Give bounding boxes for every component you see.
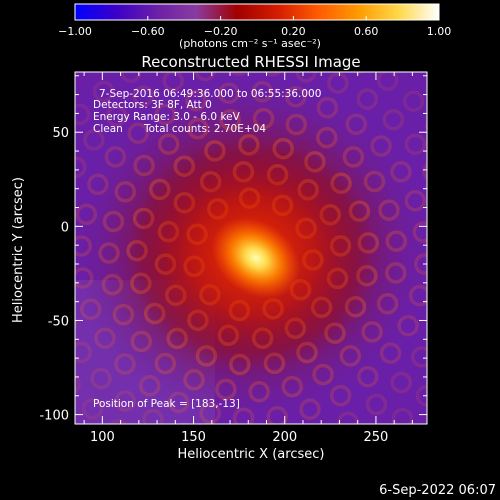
colorbar-tick-label: 0.20 (281, 25, 306, 38)
colorbar-unit-label: (photons cm⁻² s⁻¹ asec⁻²) (179, 37, 321, 50)
peak-position-annotation: Position of Peak = [183,-13] (93, 398, 240, 410)
x-axis-label: Heliocentric X (arcsec) (178, 447, 325, 462)
colorbar-ticks: −1.00 −0.60 −0.20 0.20 0.60 1.00 (58, 16, 451, 38)
energy-annotation: Energy Range: 3.0 - 6.0 keV (93, 111, 241, 123)
footer-timestamp: 6-Sep-2022 06:07 (379, 483, 496, 498)
axis-ticks: 100 150 200 250 50 0 -50 -100 (39, 72, 427, 445)
colorbar-tick-label: −1.00 (58, 25, 92, 38)
x-tick-label: 100 (90, 430, 115, 445)
y-tick-label: 50 (52, 126, 69, 141)
clean-annotation: Clean (93, 123, 123, 135)
y-tick-label: 0 (61, 220, 69, 235)
y-tick-label: -50 (48, 314, 69, 329)
x-tick-label: 200 (272, 430, 297, 445)
plot-frame (74, 71, 428, 425)
flare-source (211, 217, 301, 299)
x-tick-label: 150 (181, 430, 206, 445)
colorbar-tick-label: −0.60 (131, 25, 165, 38)
colorbar-tick-label: 0.60 (354, 25, 379, 38)
colorbar-tick-label: 1.00 (427, 25, 452, 38)
colorbar (74, 3, 440, 21)
y-axis-label: Heliocentric Y (arcsec) (11, 177, 26, 323)
x-tick-label: 250 (364, 430, 389, 445)
total-counts-annotation: Total counts: 2.70E+04 (143, 123, 266, 135)
time-range-annotation: 7-Sep-2016 06:49:36.000 to 06:55:36.000 (99, 88, 321, 100)
chart-title: Reconstructed RHESSI Image (141, 53, 360, 71)
y-tick-label: -100 (39, 409, 69, 424)
detectors-annotation: Detectors: 3F 8F, Att 0 (93, 99, 212, 111)
colorbar-tick-label: −0.20 (204, 25, 238, 38)
heatmap-image (75, 72, 427, 424)
